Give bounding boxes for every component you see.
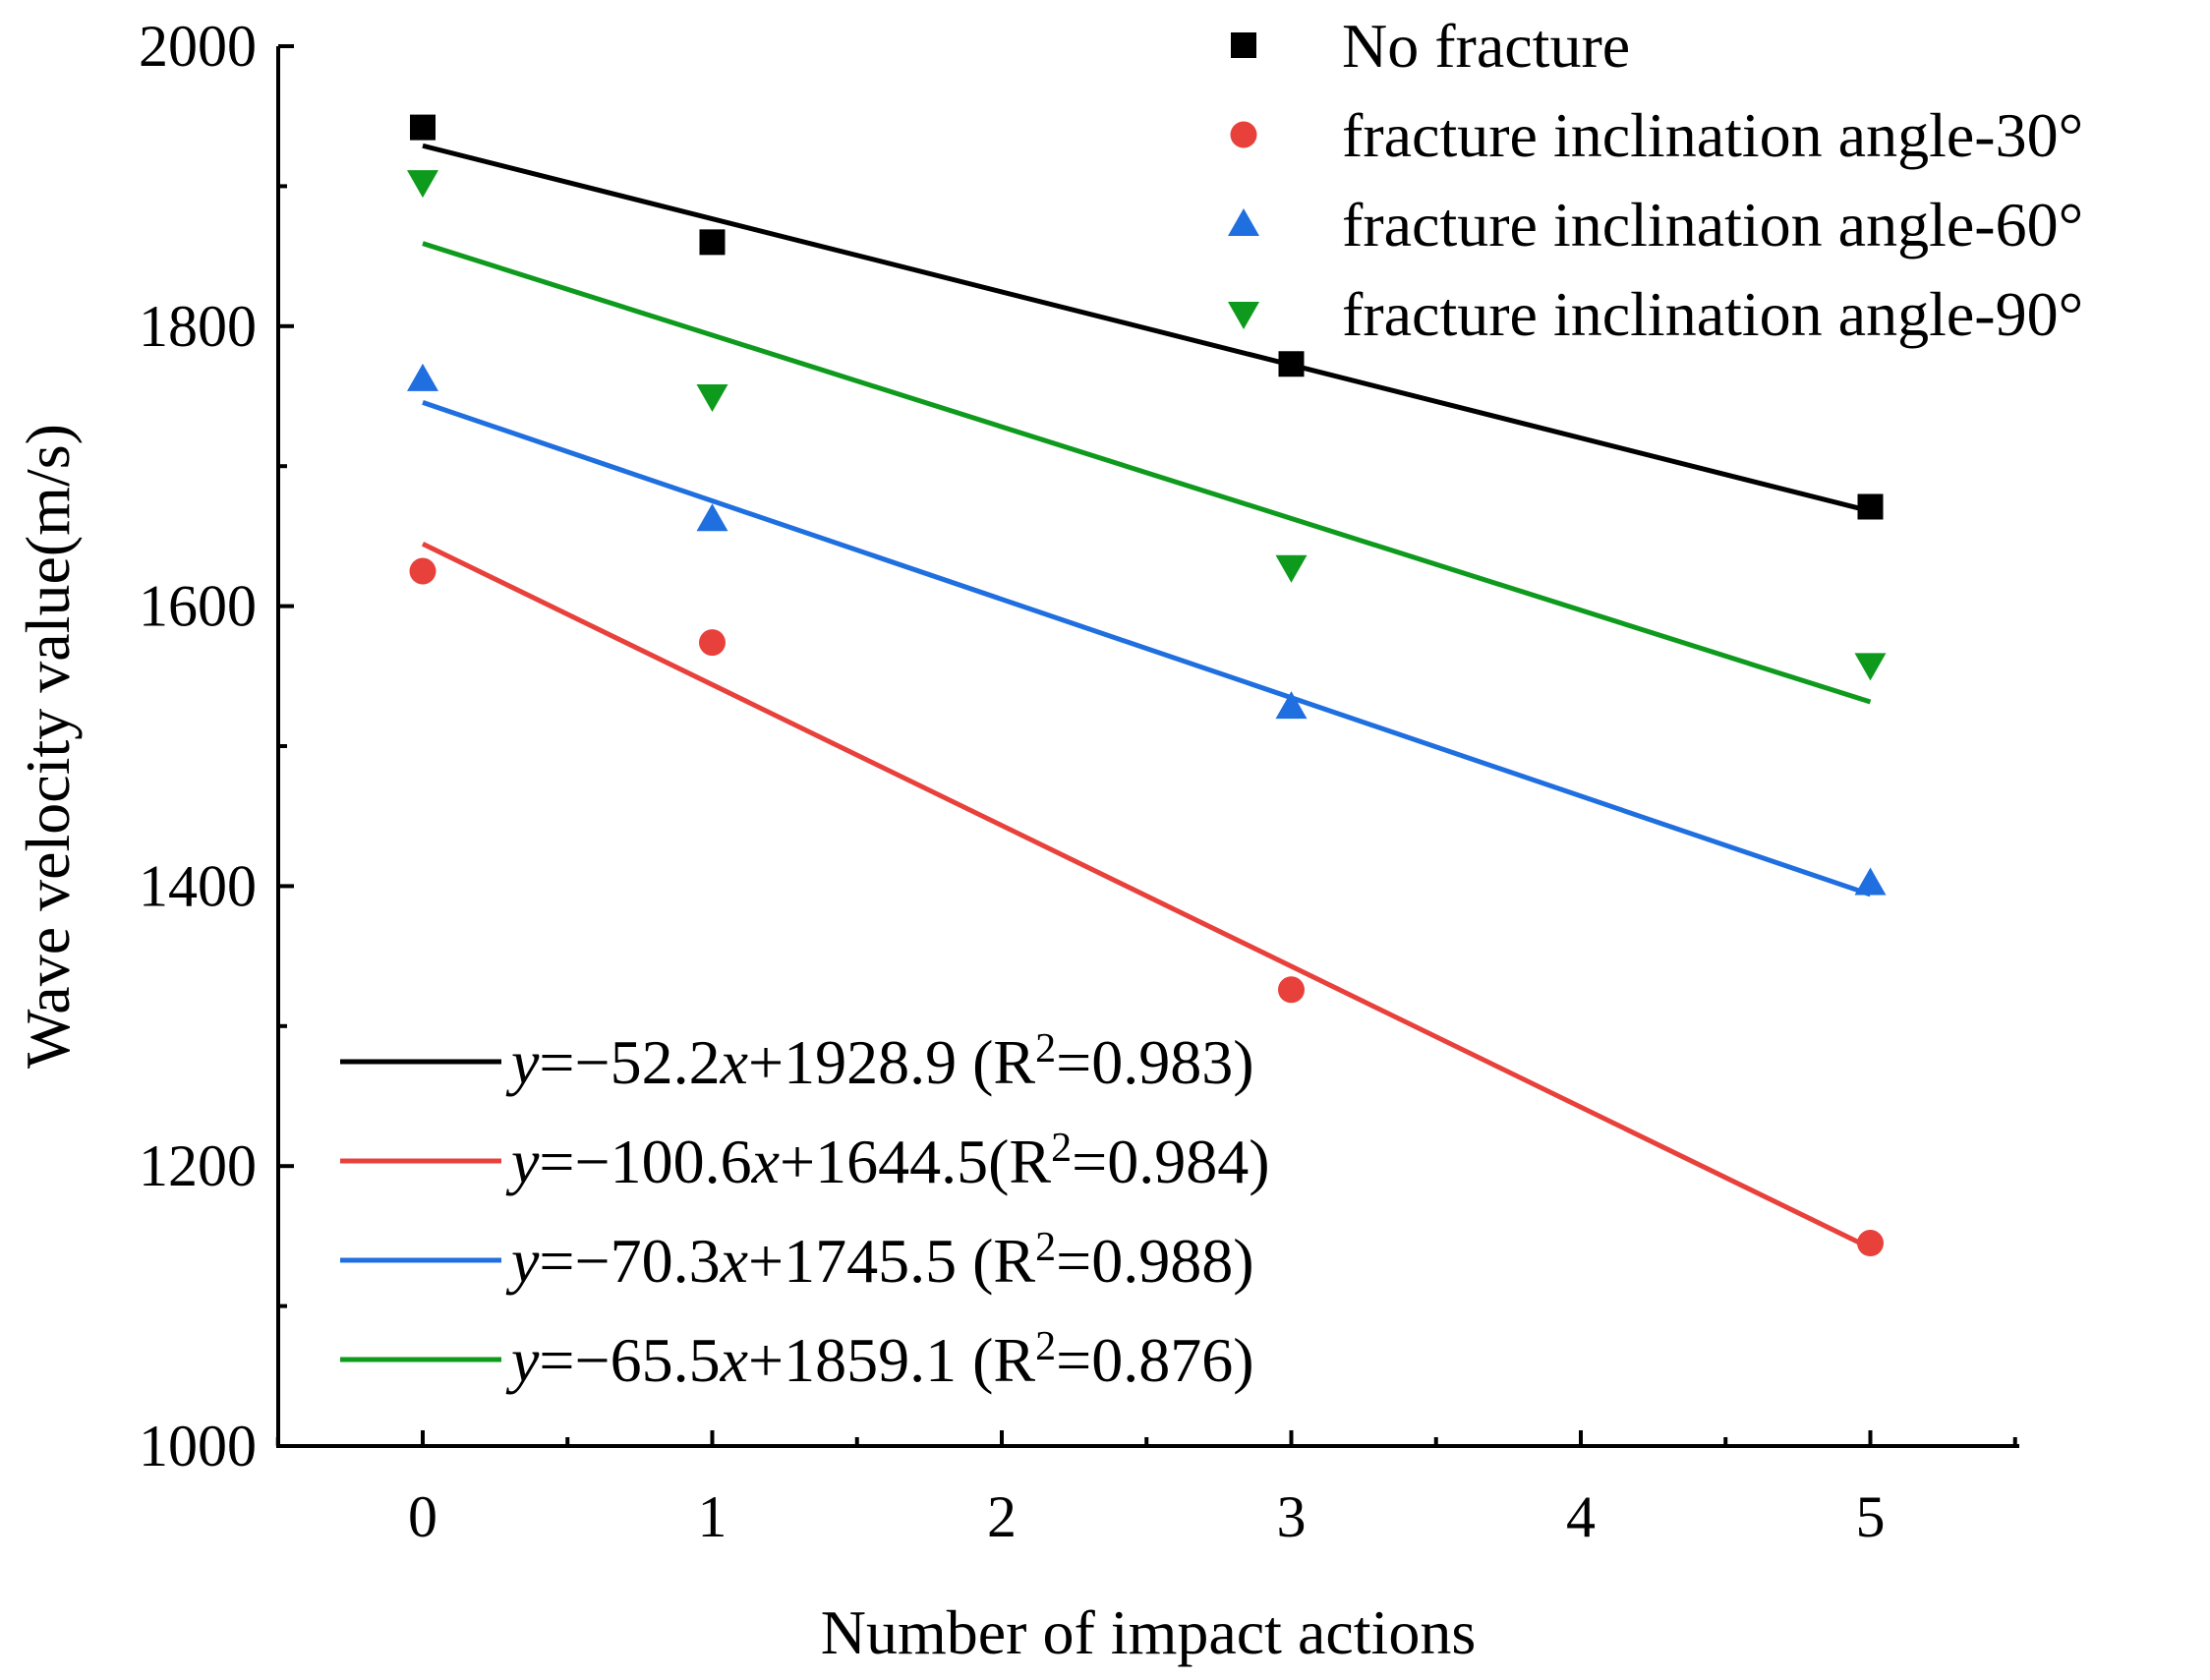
y-axis-title: Wave velocity value(m/s) xyxy=(13,424,83,1069)
data-point-series-0 xyxy=(699,229,726,256)
fit-equation-2: y=−70.3x+1745.5 (R2=0.988) xyxy=(505,1225,1254,1296)
y-ticks: 1000 1200 1400 1600 1800 2000 xyxy=(139,14,294,1478)
x-tick-label: 5 xyxy=(1856,1484,1886,1549)
fit-line-series-0 xyxy=(422,143,1872,514)
legend-marker-1 xyxy=(1230,121,1257,148)
legend-marker-3 xyxy=(1228,302,1259,329)
y-tick-label: 2000 xyxy=(139,14,257,79)
legend-marker-2 xyxy=(1228,208,1259,236)
data-point-series-3 xyxy=(696,384,728,412)
data-point-series-0 xyxy=(1857,493,1884,520)
x-axis-title: Number of impact actions xyxy=(821,1597,1476,1667)
data-point-series-3 xyxy=(1275,554,1308,583)
data-point-series-2 xyxy=(407,363,438,391)
y-tick-label: 1800 xyxy=(139,294,257,359)
data-point-series-3 xyxy=(407,170,438,199)
legend-label-0: No fracture xyxy=(1342,11,1630,81)
x-tick-label: 1 xyxy=(698,1484,727,1549)
fit-line-series-1 xyxy=(421,541,1872,1250)
marker-legend: No fracture fracture inclination angle-30… xyxy=(1228,11,2083,349)
data-point-series-1 xyxy=(1278,976,1305,1004)
x-tick-label: 0 xyxy=(408,1484,437,1549)
fit-line-series-3 xyxy=(422,241,1872,705)
data-point-series-1 xyxy=(409,557,436,585)
fit-equation-0: y=−52.2x+1928.9 (R2=0.983) xyxy=(505,1026,1254,1097)
legend-label-2: fracture inclination angle-60° xyxy=(1342,190,2083,260)
y-tick-label: 1000 xyxy=(139,1414,257,1478)
data-point-series-2 xyxy=(696,503,728,532)
legend-label-1: fracture inclination angle-30° xyxy=(1342,100,2083,170)
fit-equation-3: y=−65.5x+1859.1 (R2=0.876) xyxy=(505,1324,1254,1395)
data-markers xyxy=(407,114,1887,1257)
fit-lines xyxy=(421,143,1872,1250)
data-point-series-0 xyxy=(410,114,436,141)
fit-line-series-2 xyxy=(422,400,1872,898)
y-tick-label: 1400 xyxy=(139,853,257,918)
data-point-series-1 xyxy=(1857,1230,1884,1257)
fit-equation-1: y=−100.6x+1644.5(R2=0.984) xyxy=(505,1126,1270,1196)
data-point-series-2 xyxy=(1275,691,1308,720)
x-tick-label: 2 xyxy=(987,1484,1017,1549)
data-point-series-2 xyxy=(1854,867,1887,896)
x-ticks: 0 1 2 3 4 5 xyxy=(275,1430,2017,1549)
legend-label-3: fracture inclination angle-90° xyxy=(1342,279,2083,349)
x-tick-label: 3 xyxy=(1277,1484,1307,1549)
x-tick-label: 4 xyxy=(1566,1484,1596,1549)
legend-marker-0 xyxy=(1231,32,1256,58)
data-point-series-1 xyxy=(699,629,726,657)
data-point-series-3 xyxy=(1854,653,1887,681)
fit-legend: y=−52.2x+1928.9 (R2=0.983) y=−100.6x+1644… xyxy=(340,1026,1270,1395)
y-tick-label: 1600 xyxy=(139,574,257,639)
data-point-series-0 xyxy=(1278,351,1305,377)
y-tick-label: 1200 xyxy=(139,1133,257,1198)
